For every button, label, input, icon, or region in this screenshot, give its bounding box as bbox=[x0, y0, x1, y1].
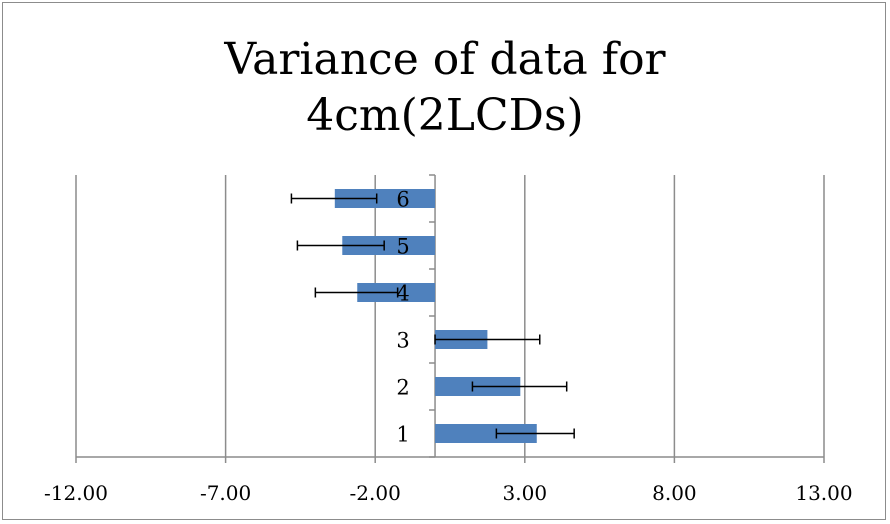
x-tick-label: 13.00 bbox=[795, 481, 852, 505]
category-label: 1 bbox=[396, 423, 409, 447]
x-tick-label: 8.00 bbox=[652, 481, 697, 505]
x-tick-label: -2.00 bbox=[350, 481, 401, 505]
category-label: 3 bbox=[396, 329, 409, 353]
category-label: 6 bbox=[396, 188, 409, 212]
x-tick-label: 3.00 bbox=[503, 481, 548, 505]
category-label: 5 bbox=[396, 235, 409, 259]
x-tick-label: -7.00 bbox=[200, 481, 251, 505]
category-label: 2 bbox=[396, 376, 409, 400]
x-tick-label: -12.00 bbox=[44, 481, 108, 505]
